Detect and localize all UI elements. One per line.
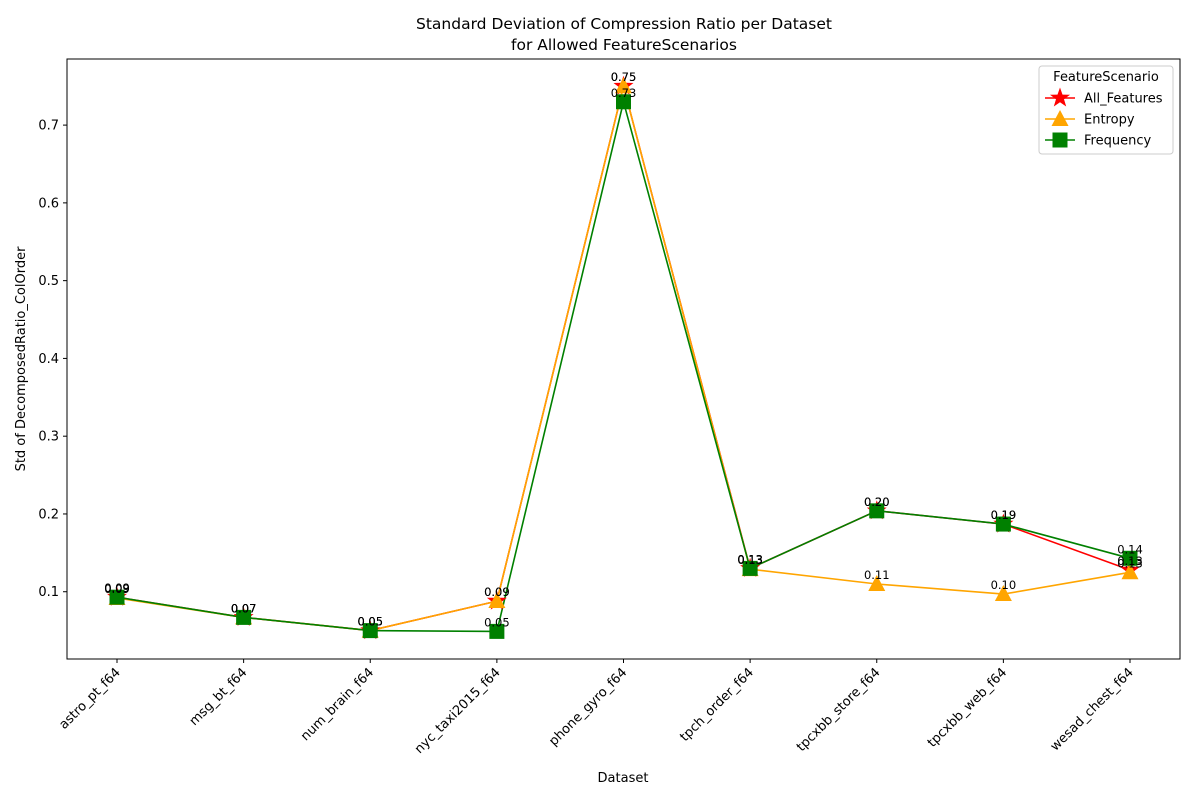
y-axis-label: Std of DecomposedRatio_ColOrder	[14, 246, 29, 472]
point-frequency	[109, 589, 125, 605]
point-frequency	[616, 94, 631, 110]
x-tick-label: tpcxbb_web_f64	[925, 665, 1010, 750]
legend-item-entropy: Entropy	[1045, 110, 1135, 128]
data-label-entropy: 0.75	[611, 70, 637, 84]
x-tick-label: msg_bt_f64	[187, 665, 251, 729]
plot-frame	[66, 58, 1181, 660]
legend-label: Frequency	[1084, 134, 1151, 149]
point-frequency	[869, 503, 885, 519]
y-tick-label: 0.7	[38, 119, 59, 134]
data-label-all-features: 0.13	[1117, 554, 1143, 568]
x-tick-label: wesad_chest_f64	[1048, 665, 1137, 754]
data-label-entropy: 0.07	[231, 601, 257, 615]
line-frequency	[116, 101, 1131, 633]
y-tick-label: 0.1	[38, 585, 59, 600]
chart-title: Standard Deviation of Compression Ratio …	[416, 15, 832, 33]
data-label-all-features: 0.05	[357, 615, 383, 629]
x-tick-label: nyc_taxi2015_f64	[412, 665, 504, 757]
point-entropy	[488, 592, 506, 609]
data-label-entropy: 0.09	[484, 585, 510, 599]
y-tick-label: 0.3	[38, 430, 59, 445]
point-entropy	[868, 574, 886, 591]
data-label-frequency: 0.13	[737, 552, 763, 566]
series-markers	[107, 75, 1140, 640]
point-frequency	[489, 623, 505, 639]
point-frequency	[995, 516, 1011, 532]
point-frequency	[1122, 550, 1138, 566]
data-label-frequency: 0.09	[104, 581, 130, 595]
line-all-features	[116, 85, 1131, 632]
data-label-entropy: 0.11	[864, 568, 890, 582]
legend-marker-entropy	[1051, 110, 1069, 126]
data-label-frequency: 0.20	[864, 495, 890, 509]
legend-item-frequency: Frequency	[1045, 132, 1151, 149]
legend-marker-all-features	[1050, 87, 1070, 107]
data-label-frequency: 0.73	[611, 86, 637, 100]
x-tick-label: astro_pt_f64	[56, 665, 123, 732]
data-label-entropy: 0.05	[357, 615, 383, 629]
legend-label: Entropy	[1084, 113, 1135, 128]
x-axis-label: Dataset	[598, 771, 649, 786]
data-label-all-features: 0.09	[104, 581, 130, 595]
y-tick-label: 0.4	[38, 352, 59, 367]
data-label-all-features: 0.19	[991, 508, 1017, 522]
data-label-entropy: 0.13	[1117, 556, 1143, 570]
x-tick-label: tpch_order_f64	[677, 665, 757, 745]
data-label-all-features: 0.20	[864, 495, 890, 509]
point-frequency	[236, 609, 252, 625]
point-frequency	[742, 560, 758, 576]
series-lines	[116, 85, 1131, 633]
y-tick-label: 0.5	[38, 274, 59, 289]
data-labels: 0.090.070.050.090.750.130.200.190.130.09…	[104, 70, 1143, 629]
data-label-frequency: 0.07	[231, 601, 257, 615]
x-tick-label: tpcxbb_store_f64	[794, 665, 884, 755]
data-label-all-features: 0.09	[484, 585, 510, 599]
x-tick-label: phone_gyro_f64	[546, 665, 630, 749]
point-frequency	[362, 623, 378, 639]
data-label-entropy: 0.13	[737, 553, 763, 567]
data-label-all-features: 0.75	[611, 70, 637, 84]
data-label-all-features: 0.13	[737, 552, 763, 566]
legend-label: All_Features	[1084, 92, 1163, 107]
axis-ticks: 0.1 0.2 0.3 0.4 0.5 0.6 0.7 astro_pt_f64 msg_bt_…	[38, 119, 1137, 757]
point-entropy	[1121, 563, 1139, 580]
data-label-frequency: 0.14	[1117, 542, 1143, 556]
legend: FeatureScenario All_Features Entropy Frequ…	[1038, 65, 1174, 155]
x-tick-label: num_brain_f64	[298, 665, 377, 744]
legend-box	[1038, 65, 1174, 155]
data-label-entropy: 0.10	[991, 578, 1017, 592]
data-label-frequency: 0.19	[991, 508, 1017, 522]
y-tick-label: 0.6	[38, 196, 59, 211]
legend-title: FeatureScenario	[1053, 70, 1159, 85]
data-label-entropy: 0.09	[104, 582, 130, 596]
data-label-all-features: 0.07	[231, 601, 257, 615]
legend-marker-frequency	[1052, 132, 1068, 148]
point-entropy	[615, 77, 632, 94]
line-entropy	[116, 85, 1131, 632]
chart-subtitle: for Allowed FeatureScenarios	[511, 36, 737, 54]
data-label-frequency: 0.05	[357, 615, 383, 629]
legend-item-all-features: All_Features	[1045, 87, 1163, 107]
y-tick-label: 0.2	[38, 507, 59, 522]
data-label-frequency: 0.05	[484, 615, 510, 629]
point-entropy	[994, 585, 1012, 602]
